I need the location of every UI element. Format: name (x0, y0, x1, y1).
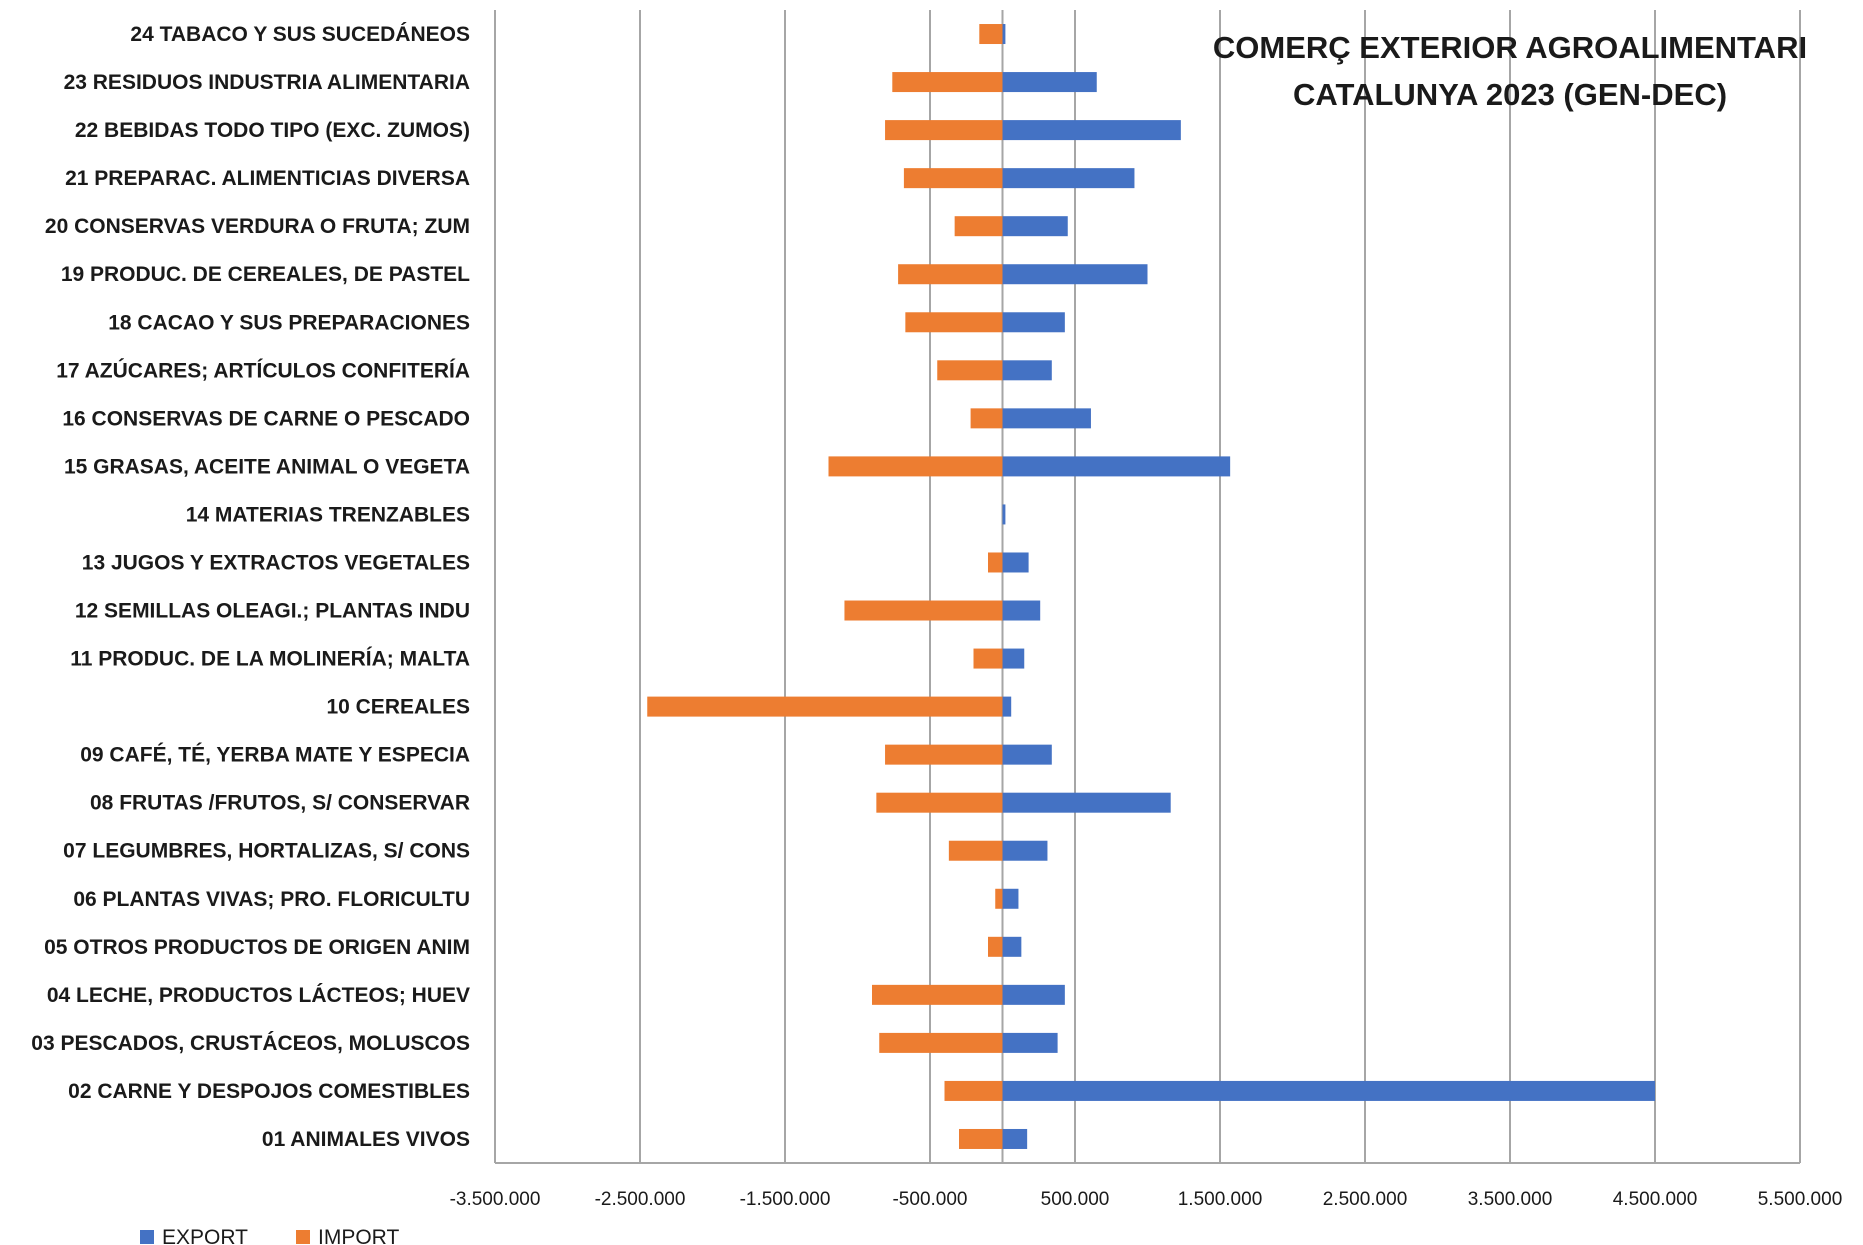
chart-title: COMERÇ EXTERIOR AGROALIMENTARI CATALUNYA… (1213, 30, 1807, 112)
category-label-14: 14 MATERIAS TRENZABLES (186, 503, 470, 526)
category-label-1: 01 ANIMALES VIVOS (262, 1128, 470, 1151)
category-label-20: 20 CONSERVAS VERDURA O FRUTA; ZUM (45, 215, 470, 238)
bar-import-15 (828, 456, 1003, 477)
bar-import-16 (970, 408, 1003, 429)
category-label-13: 13 JUGOS Y EXTRACTOS VEGETALES (82, 551, 470, 574)
bar-export-24 (1002, 24, 1006, 45)
bar-export-4 (1002, 984, 1065, 1005)
x-tick-label-2: -1.500.000 (740, 1189, 831, 1210)
bar-export-3 (1002, 1032, 1058, 1053)
bar-export-7 (1002, 840, 1048, 861)
x-tick-label-1: -2.500.000 (595, 1189, 686, 1210)
legend-label-export: EXPORT (162, 1226, 248, 1245)
category-labels: 01 ANIMALES VIVOS 02 CARNE Y DESPOJOS COM… (31, 23, 470, 1151)
bar-export-2 (1002, 1080, 1655, 1101)
chart-title-line-1: COMERÇ EXTERIOR AGROALIMENTARI (1213, 30, 1807, 65)
category-label-7: 07 LEGUMBRES, HORTALIZAS, S/ CONS (63, 840, 470, 863)
bar-export-23 (1002, 72, 1097, 93)
category-label-24: 24 TABACO Y SUS SUCEDÁNEOS (130, 23, 470, 46)
bar-export-15 (1002, 456, 1231, 477)
bar-export-20 (1002, 216, 1068, 237)
x-tick-label-7: 3.500.000 (1468, 1189, 1553, 1210)
bar-import-5 (988, 936, 1003, 957)
bar-import-8 (876, 792, 1003, 813)
bar-import-2 (944, 1080, 1003, 1101)
chart-title-line-2: CATALUNYA 2023 (GEN-DEC) (1293, 77, 1727, 112)
bar-export-13 (1002, 552, 1029, 573)
x-tick-label-5: 1.500.000 (1178, 1189, 1263, 1210)
category-label-18: 18 CACAO Y SUS PREPARACIONES (108, 311, 470, 334)
bar-export-19 (1002, 264, 1148, 285)
bar-export-21 (1002, 168, 1135, 189)
bar-import-18 (905, 312, 1003, 333)
bar-import-4 (872, 984, 1003, 1005)
legend: EXPORT IMPORT (140, 1226, 399, 1245)
x-tick-label-9: 5.500.000 (1758, 1189, 1843, 1210)
bar-export-5 (1002, 936, 1022, 957)
bar-export-8 (1002, 792, 1171, 813)
category-label-12: 12 SEMILLAS OLEAGI.; PLANTAS INDU (75, 600, 470, 623)
bar-import-7 (948, 840, 1003, 861)
category-label-17: 17 AZÚCARES; ARTÍCULOS CONFITERÍA (56, 358, 470, 382)
category-label-19: 19 PRODUC. DE CEREALES, DE PASTEL (61, 263, 470, 286)
category-label-22: 22 BEBIDAS TODO TIPO (EXC. ZUMOS) (75, 119, 470, 142)
bars (647, 24, 1655, 1149)
bar-export-9 (1002, 744, 1052, 765)
category-label-5: 05 OTROS PRODUCTOS DE ORIGEN ANIM (44, 936, 470, 959)
bar-import-12 (844, 600, 1003, 621)
x-tick-label-8: 4.500.000 (1613, 1189, 1698, 1210)
category-label-3: 03 PESCADOS, CRUSTÁCEOS, MOLUSCOS (31, 1032, 470, 1055)
category-label-15: 15 GRASAS, ACEITE ANIMAL O VEGETA (64, 455, 470, 478)
bar-import-1 (959, 1128, 1003, 1149)
category-label-8: 08 FRUTAS /FRUTOS, S/ CONSERVAR (90, 792, 470, 815)
bar-import-6 (995, 888, 1003, 909)
bar-import-21 (903, 168, 1003, 189)
x-tick-label-6: 2.500.000 (1323, 1189, 1408, 1210)
bar-export-1 (1002, 1128, 1028, 1149)
bar-import-3 (879, 1032, 1003, 1053)
category-label-6: 06 PLANTAS VIVAS; PRO. FLORICULTU (73, 888, 470, 911)
grid-lines (494, 10, 1801, 1164)
bar-export-16 (1002, 408, 1091, 429)
x-tick-label-0: -3.500.000 (450, 1189, 541, 1210)
bar-export-6 (1002, 888, 1019, 909)
x-axis-tick-labels: -3.500.000 -2.500.000 -1.500.000 -500.000 50… (450, 1189, 1843, 1210)
bar-export-18 (1002, 312, 1065, 333)
category-label-16: 16 CONSERVAS DE CARNE O PESCADO (62, 407, 470, 430)
category-label-9: 09 CAFÉ, TÉ, YERBA MATE Y ESPECIA (80, 744, 470, 767)
bar-export-22 (1002, 120, 1181, 141)
bar-import-20 (954, 216, 1003, 237)
category-label-4: 04 LECHE, PRODUCTOS LÁCTEOS; HUEV (47, 984, 470, 1007)
x-tick-label-3: -500.000 (892, 1189, 967, 1210)
bar-import-22 (885, 120, 1003, 141)
bar-import-23 (892, 72, 1003, 93)
legend-swatch-import (296, 1230, 310, 1244)
bar-import-24 (979, 24, 1003, 45)
bar-export-17 (1002, 360, 1052, 381)
bar-export-14 (1002, 504, 1006, 525)
legend-label-import: IMPORT (318, 1226, 399, 1245)
bar-import-17 (937, 360, 1003, 381)
category-label-2: 02 CARNE Y DESPOJOS COMESTIBLES (68, 1080, 470, 1103)
x-tick-label-4: 500.000 (1041, 1189, 1110, 1210)
bar-import-13 (988, 552, 1003, 573)
bar-import-10 (647, 696, 1003, 717)
category-label-23: 23 RESIDUOS INDUSTRIA ALIMENTARIA (64, 71, 470, 94)
bar-export-10 (1002, 696, 1012, 717)
bar-import-11 (973, 648, 1003, 669)
category-label-21: 21 PREPARAC. ALIMENTICIAS DIVERSA (65, 167, 470, 190)
category-label-11: 11 PRODUC. DE LA MOLINERÍA; MALTA (70, 648, 470, 671)
bar-import-19 (898, 264, 1003, 285)
bar-export-12 (1002, 600, 1041, 621)
bar-export-11 (1002, 648, 1025, 669)
legend-swatch-export (140, 1230, 154, 1244)
bar-import-9 (885, 744, 1003, 765)
category-label-10: 10 CEREALES (326, 696, 470, 719)
